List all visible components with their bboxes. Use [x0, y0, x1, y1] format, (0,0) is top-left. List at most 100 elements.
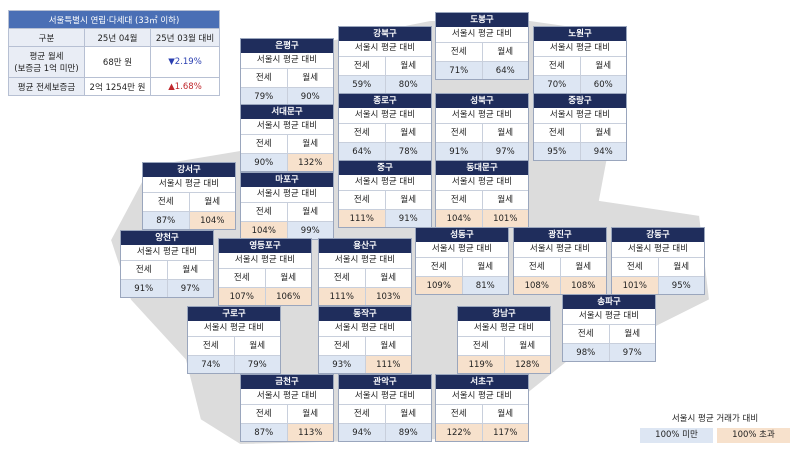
ratio-value: 109%	[416, 276, 462, 294]
ratio-value: 97%	[166, 279, 213, 297]
ratio-value: 60%	[579, 75, 626, 93]
label-row: 전세 월세	[339, 405, 431, 423]
district-name: 서초구	[436, 375, 528, 389]
district-subtitle: 서울시 평균 대비	[241, 389, 333, 405]
district-card: 동대문구 서울시 평균 대비 전세 월세 104% 101%	[435, 160, 529, 228]
label-row: 전세 월세	[534, 124, 626, 142]
column-label: 월세	[657, 258, 705, 276]
district-name: 강남구	[458, 307, 550, 321]
column-label: 월세	[286, 203, 334, 221]
ratio-value: 113%	[286, 423, 333, 441]
ratio-value: 128%	[503, 355, 550, 373]
district-card: 양천구 서울시 평균 대비 전세 월세 91% 97%	[120, 230, 214, 298]
column-label: 월세	[481, 124, 529, 142]
district-subtitle: 서울시 평균 대비	[121, 245, 213, 261]
ratio-value: 94%	[339, 423, 385, 441]
value-row: 104% 101%	[436, 209, 528, 227]
column-label: 월세	[559, 258, 607, 276]
district-name: 중구	[339, 161, 431, 175]
ratio-value: 59%	[339, 75, 385, 93]
label-row: 전세 월세	[219, 269, 311, 287]
value-row: 108% 108%	[514, 276, 606, 294]
ratio-value: 104%	[436, 209, 482, 227]
column-label: 전세	[202, 341, 219, 351]
value-row: 91% 97%	[436, 142, 528, 160]
district-name: 동대문구	[436, 161, 528, 175]
district-name: 영등포구	[219, 239, 311, 253]
column-label: 월세	[481, 405, 529, 423]
ratio-value: 97%	[481, 142, 528, 160]
district-subtitle: 서울시 평균 대비	[319, 253, 411, 269]
value-row: 70% 60%	[534, 75, 626, 93]
value-row: 104% 99%	[241, 221, 333, 239]
ratio-value: 91%	[384, 209, 431, 227]
ratio-value: 91%	[436, 142, 482, 160]
district-card: 용산구 서울시 평균 대비 전세 월세 111% 103%	[318, 238, 412, 306]
label-row: 전세 월세	[241, 405, 333, 423]
column-label: 전세	[135, 265, 152, 275]
district-subtitle: 서울시 평균 대비	[339, 175, 431, 191]
district-subtitle: 서울시 평균 대비	[612, 242, 704, 258]
district-subtitle: 서울시 평균 대비	[339, 389, 431, 405]
column-label: 전세	[255, 139, 272, 149]
district-card: 강남구 서울시 평균 대비 전세 월세 119% 128%	[457, 306, 551, 374]
district-card: 관악구 서울시 평균 대비 전세 월세 94% 89%	[338, 374, 432, 442]
ratio-value: 80%	[384, 75, 431, 93]
ratio-value: 111%	[319, 287, 365, 305]
district-name: 강동구	[612, 228, 704, 242]
ratio-value: 87%	[143, 211, 189, 229]
column-label: 전세	[548, 128, 565, 138]
ratio-value: 95%	[657, 276, 704, 294]
district-card: 종로구 서울시 평균 대비 전세 월세 64% 78%	[338, 93, 432, 161]
row-label: 평균 월세	[29, 52, 64, 62]
column-label: 월세	[364, 269, 412, 287]
label-row: 전세 월세	[241, 203, 333, 221]
ratio-value: 98%	[563, 343, 609, 361]
cell: 68만 원	[83, 46, 152, 78]
label-row: 전세 월세	[534, 57, 626, 75]
ratio-value: 111%	[339, 209, 385, 227]
column-label: 월세	[286, 405, 334, 423]
column-label: 월세	[384, 405, 432, 423]
ratio-value: 119%	[458, 355, 504, 373]
district-subtitle: 서울시 평균 대비	[241, 119, 333, 135]
label-row: 전세 월세	[514, 258, 606, 276]
district-subtitle: 서울시 평균 대비	[436, 389, 528, 405]
label-row: 전세 월세	[121, 261, 213, 279]
column-label: 전세	[450, 409, 467, 419]
district-card: 강동구 서울시 평균 대비 전세 월세 101% 95%	[611, 227, 705, 295]
district-subtitle: 서울시 평균 대비	[339, 108, 431, 124]
district-subtitle: 서울시 평균 대비	[534, 108, 626, 124]
label-row: 전세 월세	[241, 69, 333, 87]
column-label: 전세	[472, 341, 489, 351]
legend-title: 서울시 평균 거래가 대비	[671, 414, 759, 424]
legend: 서울시 평균 거래가 대비 100% 미만 100% 초과	[640, 412, 790, 443]
column-label: 월세	[384, 191, 432, 209]
label-row: 전세 월세	[436, 191, 528, 209]
column-label: 월세	[481, 43, 529, 61]
column-label: 전세	[430, 262, 447, 272]
column-label: 월세	[384, 124, 432, 142]
district-name: 마포구	[241, 173, 333, 187]
district-name: 강서구	[143, 163, 235, 177]
value-row: 122% 117%	[436, 423, 528, 441]
district-name: 관악구	[339, 375, 431, 389]
value-row: 91% 97%	[121, 279, 213, 297]
district-subtitle: 서울시 평균 대비	[319, 321, 411, 337]
value-row: 111% 103%	[319, 287, 411, 305]
ratio-value: 94%	[579, 142, 626, 160]
ratio-value: 64%	[339, 142, 385, 160]
district-card: 강북구 서울시 평균 대비 전세 월세 59% 80%	[338, 26, 432, 94]
value-row: 95% 94%	[534, 142, 626, 160]
label-row: 전세 월세	[458, 337, 550, 355]
district-subtitle: 서울시 평균 대비	[534, 41, 626, 57]
value-row: 87% 113%	[241, 423, 333, 441]
ratio-value: 97%	[608, 343, 655, 361]
district-subtitle: 서울시 평균 대비	[416, 242, 508, 258]
value-row: 94% 89%	[339, 423, 431, 441]
district-card: 중랑구 서울시 평균 대비 전세 월세 95% 94%	[533, 93, 627, 161]
column-label: 전세	[353, 61, 370, 71]
district-name: 송파구	[563, 295, 655, 309]
district-subtitle: 서울시 평균 대비	[563, 309, 655, 325]
